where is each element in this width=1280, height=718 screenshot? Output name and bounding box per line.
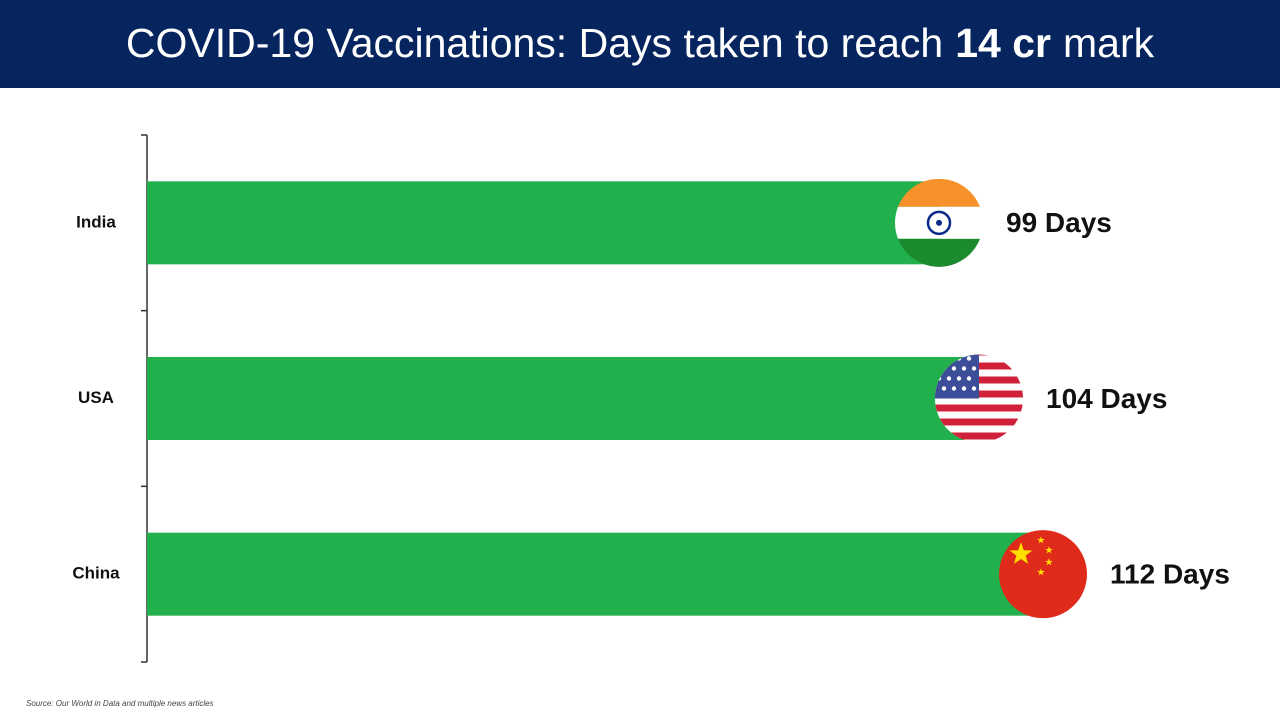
chart-title: COVID-19 Vaccinations: Days taken to rea…	[126, 20, 1155, 66]
y-tick-label: USA	[78, 388, 114, 407]
bar	[147, 181, 939, 265]
value-label: 112 Days	[1110, 559, 1230, 590]
flag-part	[951, 366, 957, 371]
flag-part	[935, 432, 1023, 440]
flag-part	[961, 366, 967, 371]
flag	[999, 530, 1087, 619]
y-tick-label: India	[76, 212, 116, 231]
y-tick-label: China	[72, 564, 120, 583]
value-label: 99 Days	[1006, 207, 1112, 238]
source-note: Source: Our World in Data and multiple n…	[26, 699, 214, 708]
flag-part	[1037, 568, 1045, 576]
flag-icon	[935, 354, 1023, 443]
flag-part	[1037, 536, 1045, 544]
bar	[147, 357, 979, 440]
flag-part	[1045, 546, 1053, 554]
flag-part	[951, 386, 957, 391]
flag-part	[971, 366, 977, 371]
flag-part	[961, 386, 967, 391]
flag-part	[926, 210, 952, 236]
flag-part	[936, 219, 942, 226]
flag-part	[935, 354, 1023, 356]
flag-part	[966, 376, 972, 381]
flag-part	[935, 404, 1023, 412]
flag-part	[971, 386, 977, 391]
flag-part	[941, 386, 947, 391]
flag-part	[935, 418, 1023, 426]
flag-part	[946, 376, 952, 381]
header-band	[0, 0, 1280, 88]
bar	[147, 532, 1043, 616]
value-label: 104 Days	[1046, 383, 1167, 414]
flag-icon	[999, 530, 1087, 619]
flag	[935, 354, 1023, 443]
flag-part	[999, 530, 1087, 619]
flag-part	[1009, 542, 1033, 564]
flag-part	[1045, 558, 1053, 566]
flag-part	[966, 356, 972, 361]
flag-part	[956, 376, 962, 381]
